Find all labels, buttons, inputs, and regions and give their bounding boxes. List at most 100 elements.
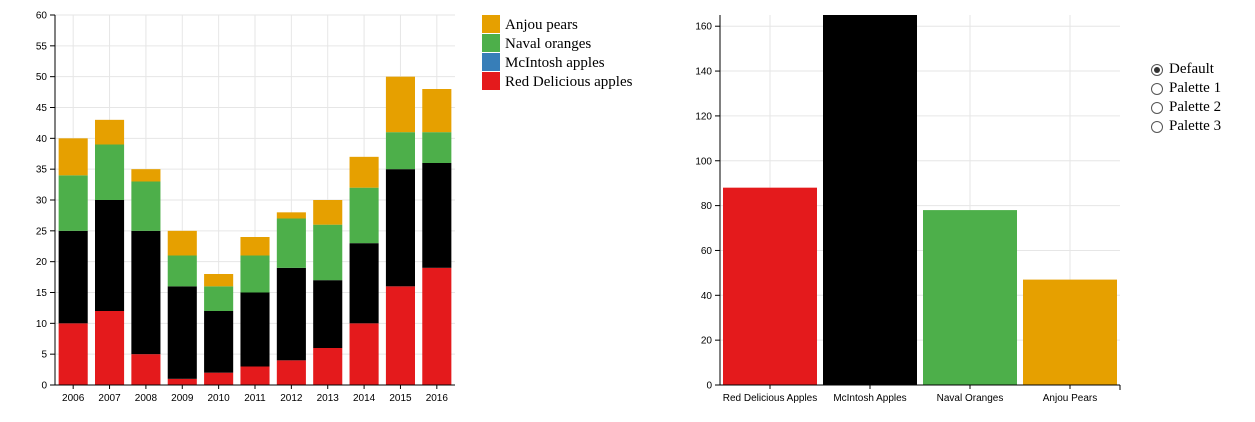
bar-segment <box>131 169 161 182</box>
bars <box>723 15 1117 385</box>
legend-swatch <box>482 34 500 52</box>
x-tick-label: 2016 <box>426 393 449 404</box>
y-tick-label: 60 <box>701 246 713 257</box>
x-tick-label: McIntosh Apples <box>833 393 906 404</box>
bar-segment <box>58 323 88 385</box>
bar-segment <box>58 138 88 176</box>
bar-segment <box>204 311 234 373</box>
y-tick-label: 0 <box>41 381 47 392</box>
bar <box>1023 279 1117 385</box>
y-tick-label: 55 <box>36 41 48 52</box>
bar-segment <box>95 200 125 311</box>
x-tick-label: 2015 <box>389 393 412 404</box>
radio-label: Palette 2 <box>1169 99 1222 115</box>
bar <box>823 15 917 385</box>
x-tick-label: Naval Oranges <box>937 393 1004 404</box>
y-tick-label: 25 <box>36 226 48 237</box>
bar-segment <box>276 360 306 385</box>
bar-segment <box>240 237 270 256</box>
radio-button[interactable] <box>1151 101 1163 114</box>
legend-label: Red Delicious apples <box>505 74 633 90</box>
bar-segment <box>131 230 161 355</box>
bar-segment <box>385 169 415 287</box>
bar-segment <box>313 224 343 281</box>
radio-button[interactable] <box>1151 82 1163 95</box>
bar <box>723 187 817 385</box>
bar-segment <box>204 372 234 385</box>
y-tick-label: 20 <box>36 257 48 268</box>
legend-swatch <box>482 53 500 71</box>
bar-segment <box>131 354 161 385</box>
legend-swatch <box>482 72 500 90</box>
x-tick-label: Red Delicious Apples <box>723 393 818 404</box>
bar-segment <box>422 163 452 268</box>
bar-segment <box>240 292 270 367</box>
y-tick-label: 30 <box>36 196 48 207</box>
bar-segment <box>58 230 88 324</box>
legend: Anjou pears Naval oranges McIntosh apples R… <box>482 15 633 90</box>
bar-segment <box>385 132 415 170</box>
x-tick-label: 2013 <box>317 393 340 404</box>
bars <box>58 76 452 385</box>
bar-segment <box>167 230 197 256</box>
radio-button[interactable] <box>1151 120 1163 133</box>
bar-segment <box>95 119 125 145</box>
legend-label: Anjou pears <box>505 17 578 33</box>
y-tick-label: 40 <box>36 134 48 145</box>
bar-segment <box>240 255 270 293</box>
bar-segment <box>276 212 306 219</box>
radio-label: Palette 3 <box>1169 118 1222 134</box>
bar-segment <box>167 286 197 379</box>
bar-segment <box>349 187 379 244</box>
bar-segment <box>349 243 379 324</box>
y-tick-label: 160 <box>695 22 712 33</box>
palette-option-default[interactable]: Default <box>1150 60 1221 79</box>
y-tick-label: 15 <box>36 288 48 299</box>
bar-segment <box>385 76 415 133</box>
bar-segment <box>95 144 125 200</box>
legend-label: McIntosh apples <box>505 55 605 71</box>
bar-segment <box>167 378 197 385</box>
legend-label: Naval oranges <box>505 36 591 52</box>
bar-segment <box>204 274 234 287</box>
x-tick-label: 2007 <box>98 393 121 404</box>
radio-label: Palette 1 <box>1169 80 1222 96</box>
y-tick-label: 80 <box>701 201 713 212</box>
y-tick-label: 100 <box>695 156 712 167</box>
y-tick-label: 45 <box>36 103 48 114</box>
y-tick-label: 0 <box>706 381 712 392</box>
y-tick-label: 10 <box>36 319 48 330</box>
palette-option-palette-1[interactable]: Palette 1 <box>1150 79 1221 98</box>
bar-segment <box>422 89 452 133</box>
bar-segment <box>204 286 234 311</box>
bar-segment <box>58 175 88 231</box>
y-tick-label: 5 <box>41 350 47 361</box>
x-tick-label: 2010 <box>208 393 231 404</box>
palette-option-palette-2[interactable]: Palette 2 <box>1150 98 1221 117</box>
bar-segment <box>131 181 161 231</box>
palette-selector: Default Palette 1 Palette 2 Palette 3 <box>1150 60 1221 136</box>
bar-segment <box>313 280 343 348</box>
stacked-bar-chart: 0 5 10 15 20 25 30 35 40 45 50 55 60 2006 2007 2008 2009… <box>36 11 633 405</box>
x-tick-label: 2009 <box>171 393 194 404</box>
x-tick-label: 2014 <box>353 393 376 404</box>
radio-button[interactable] <box>1151 63 1163 76</box>
x-tick-label: 2006 <box>62 393 85 404</box>
radio-label: Default <box>1169 61 1214 77</box>
x-tick-label: Anjou Pears <box>1043 393 1097 404</box>
y-tick-label: 40 <box>701 291 713 302</box>
bar <box>923 210 1017 385</box>
x-tick-label: 2012 <box>280 393 303 404</box>
total-bar-chart: 0 20 40 60 80 100 120 140 160 Red Delicious Apple… <box>695 15 1121 404</box>
palette-option-palette-3[interactable]: Palette 3 <box>1150 117 1221 136</box>
bar-segment <box>385 286 415 385</box>
bar-segment <box>313 200 343 225</box>
y-tick-label: 20 <box>701 336 713 347</box>
bar-segment <box>349 156 379 188</box>
y-tick-label: 35 <box>36 165 48 176</box>
y-tick-label: 120 <box>695 111 712 122</box>
bar-segment <box>276 267 306 361</box>
bar-segment <box>167 255 197 287</box>
y-tick-label: 60 <box>36 11 48 22</box>
bar-segment <box>95 311 125 385</box>
